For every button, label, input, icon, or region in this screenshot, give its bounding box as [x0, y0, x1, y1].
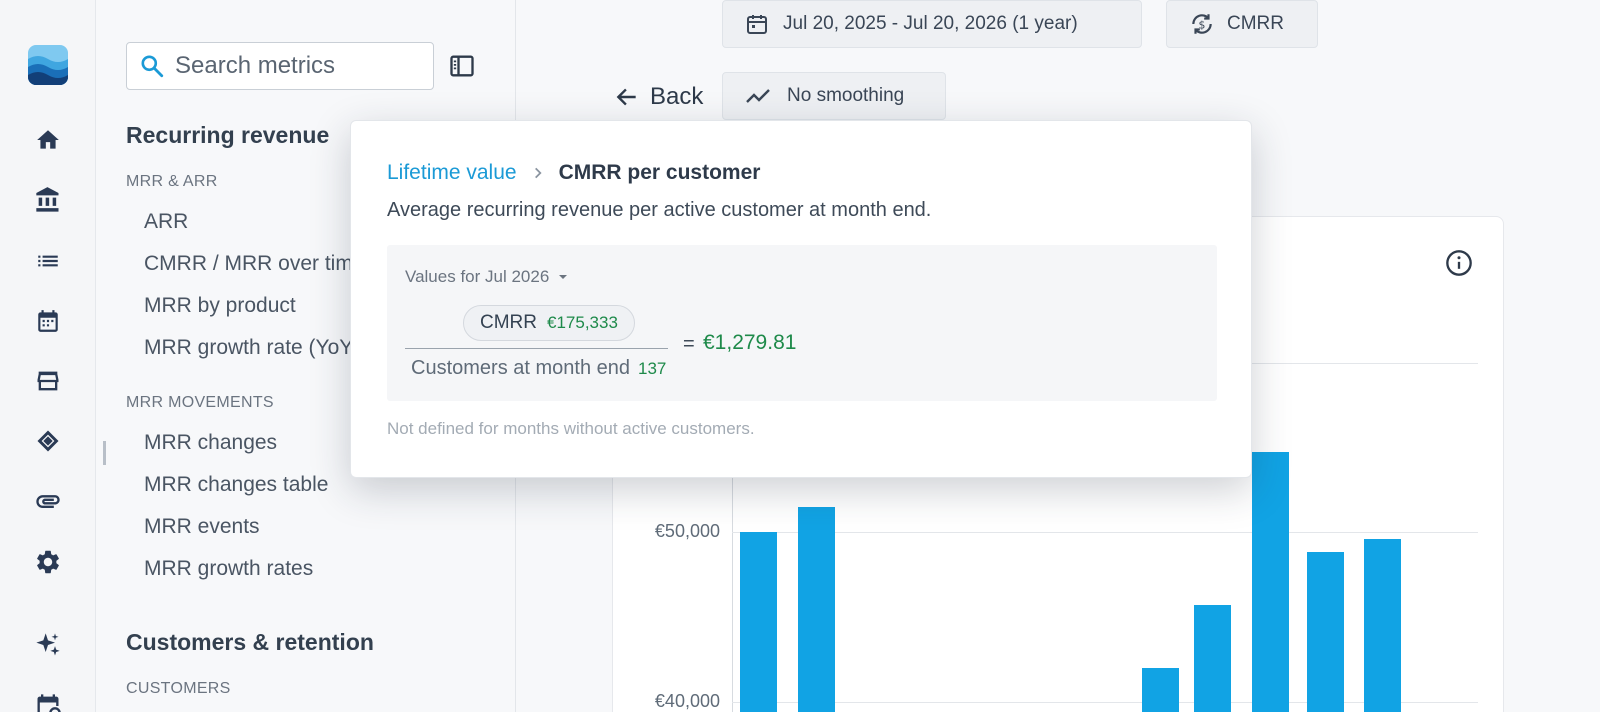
breadcrumb: Lifetime value CMRR per customer	[387, 161, 760, 185]
search-input[interactable]	[175, 51, 425, 81]
section-title-recurring-revenue: Recurring revenue	[126, 122, 330, 148]
search-box[interactable]	[126, 42, 434, 90]
calendar-icon[interactable]	[32, 305, 64, 337]
footnote: Not defined for months without active cu…	[387, 419, 755, 438]
breadcrumb-current: CMRR per customer	[558, 161, 761, 184]
arrow-left-icon	[614, 84, 640, 110]
smoothing-label: No smoothing	[787, 85, 905, 106]
sidebar-toggle-icon[interactable]	[448, 52, 478, 80]
home-icon[interactable]	[32, 124, 64, 156]
cmrr-toggle-label: CMRR	[1227, 13, 1284, 34]
result-value: €1,279.81	[703, 331, 797, 354]
search-icon	[139, 53, 165, 84]
group-label-mrr-arr: MRR & ARR	[126, 173, 218, 190]
back-label: Back	[650, 83, 704, 110]
group-label-customers: CUSTOMERS	[126, 680, 231, 697]
y-tick-label: €50,000	[654, 521, 720, 541]
chart-bar[interactable]	[798, 506, 835, 712]
chart-bar[interactable]	[1307, 552, 1344, 712]
chart-bar[interactable]	[1194, 605, 1231, 712]
sidebar-item-mrr-by-product[interactable]: MRR by product	[144, 294, 296, 317]
paperclip-icon[interactable]	[32, 485, 64, 517]
chart-bar[interactable]	[1364, 538, 1401, 712]
cycle-dollar-icon: $	[1189, 11, 1215, 37]
chart-bar[interactable]	[740, 532, 777, 712]
info-icon[interactable]	[1445, 249, 1473, 282]
caret-down-icon	[557, 271, 569, 283]
chart-bar[interactable]	[1252, 452, 1289, 712]
sidebar-item-mrr-growth-rate-yoy[interactable]: MRR growth rate (YoY)	[144, 336, 361, 359]
numerator-label: CMRR	[480, 312, 537, 333]
sidebar-item-cmrr-over-time[interactable]: CMRR / MRR over time	[144, 252, 365, 275]
numerator-chip[interactable]: CMRR €175,333	[463, 305, 635, 341]
sidebar-item-mrr-changes[interactable]: MRR changes	[144, 431, 278, 454]
cmrr-bar-chart: €50,000 €40,000	[612, 300, 1512, 712]
values-for-dropdown[interactable]: Values for Jul 2026	[405, 267, 569, 287]
values-for-label: Values for Jul 2026	[405, 267, 550, 286]
handshake-icon[interactable]	[32, 425, 64, 457]
y-tick-label: €40,000	[654, 691, 720, 711]
sidebar-item-mrr-changes-table[interactable]: MRR changes table	[144, 473, 329, 496]
chart-bar[interactable]	[1142, 668, 1179, 712]
sidebar-item-arr[interactable]: ARR	[144, 210, 189, 233]
gridline	[732, 702, 1478, 703]
denominator-label: Customers at month end	[411, 357, 630, 379]
sparkles-icon[interactable]	[32, 629, 64, 661]
denominator-value: 137	[638, 359, 667, 378]
breadcrumb-link-lifetime-value[interactable]: Lifetime value	[387, 161, 517, 184]
calendar-clock-icon[interactable]	[32, 690, 64, 712]
date-range-label: Jul 20, 2025 - Jul 20, 2026 (1 year)	[783, 13, 1078, 34]
chevron-right-icon	[531, 166, 545, 180]
sidebar-item-mrr-events[interactable]: MRR events	[144, 515, 260, 538]
smoothing-button[interactable]: No smoothing	[722, 72, 946, 120]
back-button[interactable]: Back	[614, 80, 703, 114]
bank-icon[interactable]	[32, 184, 64, 216]
metric-definition-popover: Lifetime value CMRR per customer Average…	[350, 120, 1252, 478]
y-axis-line	[732, 300, 733, 712]
group-label-mrr-movements: MRR MOVEMENTS	[126, 394, 274, 411]
cmrr-toggle-button[interactable]: $ CMRR	[1166, 0, 1318, 48]
trend-line-icon	[745, 84, 773, 108]
numerator-value: €175,333	[547, 313, 618, 332]
metric-description: Average recurring revenue per active cus…	[387, 199, 932, 221]
calendar-icon	[745, 12, 769, 36]
svg-text:$: $	[1199, 18, 1206, 31]
store-icon[interactable]	[32, 365, 64, 397]
gridline	[732, 532, 1478, 533]
active-indicator	[103, 441, 106, 465]
section-title-customers-retention: Customers & retention	[126, 629, 374, 655]
calculation-panel: Values for Jul 2026 CMRR €175,333 Custom…	[387, 245, 1217, 401]
list-icon[interactable]	[32, 245, 64, 277]
equals-sign: =	[683, 333, 695, 355]
fraction-bar	[405, 348, 668, 349]
icon-rail	[0, 0, 96, 712]
gear-icon[interactable]	[32, 546, 64, 578]
denominator: Customers at month end 137	[411, 357, 666, 380]
app-logo[interactable]	[28, 45, 68, 85]
sidebar-item-mrr-growth-rates[interactable]: MRR growth rates	[144, 557, 314, 580]
date-range-button[interactable]: Jul 20, 2025 - Jul 20, 2026 (1 year)	[722, 0, 1142, 48]
